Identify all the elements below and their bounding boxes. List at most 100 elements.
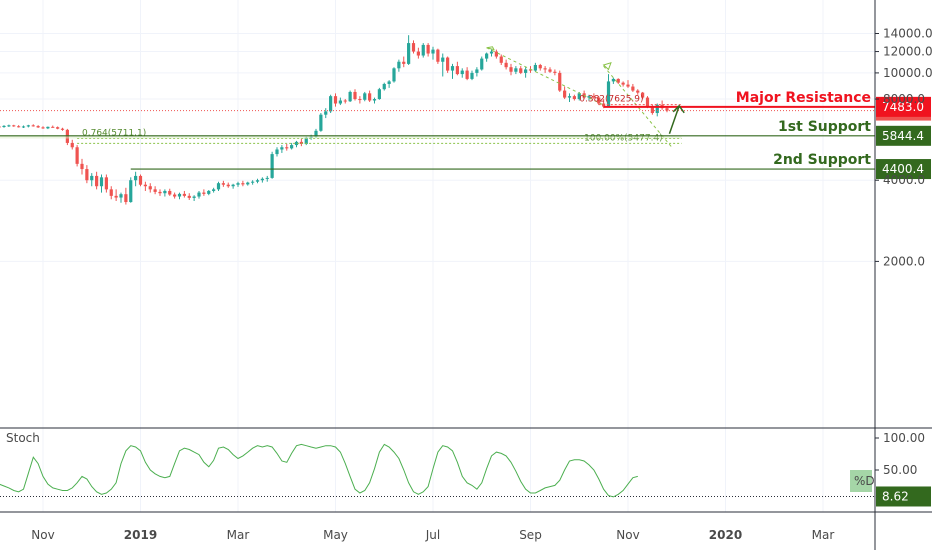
candle-84 (387, 80, 391, 88)
candle-body-84 (387, 81, 391, 84)
candle-53 (236, 181, 240, 187)
candle-body-29 (119, 194, 123, 198)
candle-body-83 (382, 83, 386, 90)
candle-46 (202, 189, 206, 196)
support-zone (0, 135, 682, 139)
candle-130 (611, 77, 615, 84)
projection-arrow-head (672, 104, 685, 114)
stoch-series-badge (850, 470, 872, 492)
candle-body-100 (465, 70, 469, 79)
candle-23 (90, 173, 94, 187)
candle-body-6 (7, 125, 11, 127)
candle-body-85 (392, 68, 396, 82)
candle-10 (26, 124, 30, 128)
candle-body-76 (348, 91, 352, 102)
candle-39 (168, 188, 172, 196)
candle-55 (246, 181, 250, 186)
candle-body-89 (411, 43, 416, 52)
candle-body-80 (368, 93, 372, 101)
candle-body-81 (372, 99, 377, 101)
candle-body-9 (21, 126, 26, 128)
stoch-d-line (0, 443, 638, 498)
candle-body-95 (441, 57, 445, 62)
level-label-0: Major Resistance (736, 90, 871, 106)
candle-body-30 (124, 194, 128, 203)
candle-body-116 (543, 68, 547, 70)
candle-78 (358, 96, 362, 104)
candle-series (0, 35, 669, 205)
price-tick-label-0: 14000.0 (883, 27, 932, 41)
candle-body-39 (168, 190, 172, 195)
candle-body-33 (138, 175, 143, 185)
candle-43 (187, 193, 191, 200)
candle-body-38 (163, 190, 167, 194)
candle-body-47 (207, 190, 211, 194)
candle-62 (280, 145, 284, 153)
stoch-pane: Stoch 100.00 50.00 %D 8.62 (0, 431, 931, 507)
candle-body-70 (319, 114, 323, 131)
candle-body-75 (343, 100, 347, 102)
candle-40 (173, 192, 177, 199)
candle-7 (12, 124, 16, 127)
candle-body-119 (558, 72, 562, 91)
candle-body-10 (26, 125, 30, 127)
price-levels: 0.382(7625.9)0.764(5711.1)100.00%(5477.4… (0, 46, 931, 180)
candle-106 (494, 49, 498, 59)
candle-body-5 (2, 125, 6, 128)
candle-98 (455, 61, 459, 76)
candle-25 (99, 174, 104, 193)
candle-body-71 (324, 111, 328, 115)
candle-92 (426, 43, 430, 57)
candle-17 (60, 127, 65, 131)
candle-body-42 (182, 193, 186, 196)
candle-8 (17, 125, 21, 128)
candle-50 (221, 180, 225, 187)
candle-21 (80, 158, 84, 175)
candle-90 (416, 47, 420, 59)
candle-body-101 (470, 72, 474, 79)
candle-body-41 (177, 193, 182, 197)
candle-125 (587, 94, 591, 101)
candle-body-50 (221, 183, 225, 185)
candle-body-90 (416, 51, 420, 56)
candle-29 (119, 192, 123, 203)
price-tick-label-4: 4000.0 (883, 173, 925, 187)
candle-134 (631, 83, 635, 92)
candle-body-35 (148, 186, 152, 190)
candle-45 (197, 190, 201, 199)
stoch-value-tag (876, 486, 931, 507)
candle-13 (41, 126, 45, 129)
candle-body-107 (499, 56, 503, 63)
candle-body-22 (85, 169, 89, 181)
candle-32 (134, 171, 138, 187)
candle-12 (36, 125, 40, 128)
time-label-6: Nov (616, 528, 639, 542)
candle-80 (368, 90, 372, 103)
candle-body-74 (338, 100, 342, 104)
candle-139 (655, 103, 659, 117)
candle-body-11 (31, 125, 35, 127)
candle-body-121 (567, 96, 572, 98)
time-label-3: May (323, 528, 348, 542)
candle-70 (319, 113, 323, 132)
candle-body-91 (421, 44, 425, 56)
candle-27 (109, 186, 113, 200)
candle-body-92 (426, 44, 430, 54)
candle-112 (524, 67, 528, 78)
candle-114 (533, 62, 537, 72)
candle-body-37 (158, 191, 162, 194)
time-label-8: Mar (812, 528, 835, 542)
candle-49 (216, 181, 221, 191)
candle-body-49 (216, 183, 221, 190)
candle-44 (192, 195, 196, 201)
price-tick-label-3: 8000.0 (883, 92, 925, 106)
candle-body-12 (36, 126, 40, 128)
candle-body-14 (46, 126, 50, 129)
candle-58 (260, 177, 264, 183)
candle-56 (251, 180, 255, 185)
candle-47 (207, 189, 211, 196)
candle-body-87 (402, 61, 406, 64)
candle-136 (641, 91, 645, 100)
candle-119 (558, 70, 562, 92)
